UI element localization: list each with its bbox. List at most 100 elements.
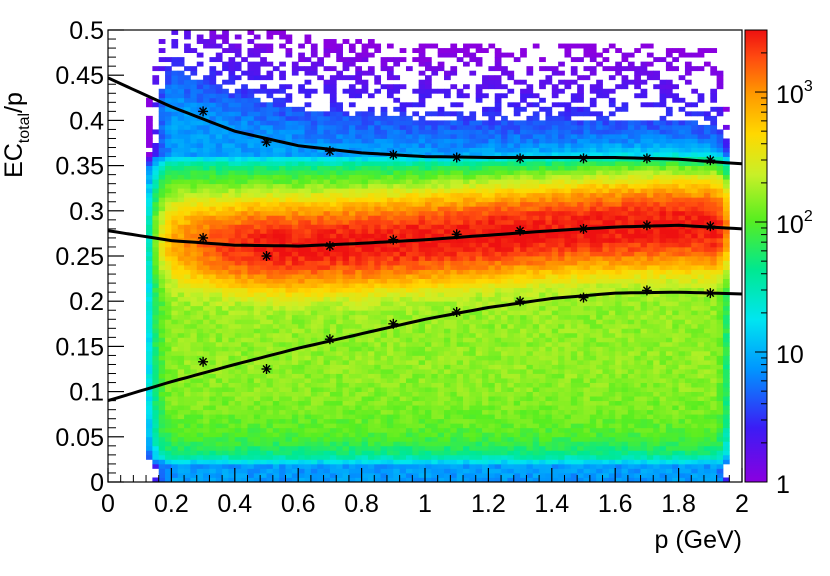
heatmap-cell	[203, 296, 210, 302]
heatmap-cell	[215, 274, 223, 279]
heatmap-cell	[209, 265, 217, 270]
heatmap-cell	[374, 468, 382, 474]
heatmap-cell	[241, 206, 248, 212]
heatmap-cell	[323, 405, 331, 411]
heatmap-cell	[291, 436, 299, 442]
heatmap-cell	[348, 188, 356, 194]
heatmap-cell	[418, 233, 426, 239]
heatmap-cell	[355, 364, 362, 370]
heatmap-cell	[146, 364, 153, 370]
heatmap-cell	[342, 197, 350, 203]
heatmap-cell	[329, 332, 337, 338]
heatmap-cell	[456, 359, 464, 365]
heatmap-cell	[405, 414, 413, 420]
heatmap-cell	[171, 197, 179, 203]
heatmap-cell	[196, 441, 204, 447]
heatmap-cell	[342, 251, 350, 257]
heatmap-cell	[304, 179, 312, 185]
heatmap-cell	[336, 274, 343, 279]
heatmap-cell	[177, 319, 185, 325]
heatmap-cell	[177, 161, 185, 166]
heatmap-cell	[253, 251, 261, 257]
heatmap-cell	[386, 84, 394, 90]
heatmap-cell	[158, 359, 166, 365]
heatmap-cell	[323, 296, 331, 302]
heatmap-cell	[329, 197, 337, 203]
heatmap-cell	[323, 378, 331, 383]
heatmap-cell	[348, 174, 356, 180]
heatmap-cell	[380, 450, 388, 456]
heatmap-cell	[234, 88, 242, 94]
heatmap-cell	[291, 373, 299, 379]
heatmap-cell	[272, 147, 280, 153]
heatmap-cell	[266, 396, 274, 402]
heatmap-cell	[494, 332, 502, 338]
heatmap-cell	[146, 341, 153, 347]
heatmap-cell	[177, 468, 185, 474]
heatmap-cell	[450, 274, 458, 279]
heatmap-cell	[469, 219, 477, 225]
heatmap-cell	[367, 346, 375, 352]
heatmap-cell	[209, 237, 217, 243]
heatmap-cell	[329, 355, 337, 361]
heatmap-cell	[285, 418, 293, 424]
heatmap-cell	[260, 120, 267, 126]
heatmap-cell	[469, 143, 477, 148]
heatmap-cell	[463, 265, 470, 270]
heatmap-cell	[228, 441, 236, 447]
heatmap-cell	[171, 183, 179, 189]
heatmap-cell	[266, 364, 274, 370]
heatmap-cell	[152, 274, 160, 279]
heatmap-cell	[234, 332, 242, 338]
heatmap-cell	[475, 355, 483, 361]
heatmap-cell	[209, 43, 217, 49]
heatmap-cell	[209, 192, 217, 198]
heatmap-cell	[158, 133, 166, 139]
heatmap-cell	[450, 133, 458, 139]
heatmap-cell	[393, 436, 401, 442]
heatmap-cell	[209, 427, 217, 433]
heatmap-cell	[196, 373, 204, 379]
heatmap-cell	[285, 84, 293, 90]
heatmap-cell	[260, 129, 267, 135]
heatmap-cell	[431, 409, 439, 415]
heatmap-cell	[247, 124, 255, 130]
heatmap-cell	[431, 468, 439, 474]
heatmap-cell	[380, 292, 388, 298]
heatmap-cell	[285, 93, 293, 99]
heatmap-cell	[336, 237, 343, 243]
heatmap-cell	[361, 296, 369, 302]
heatmap-cell	[228, 246, 236, 252]
heatmap-cell	[355, 170, 362, 176]
heatmap-cell	[234, 310, 242, 316]
heatmap-cell	[329, 215, 337, 221]
heatmap-cell	[146, 274, 153, 279]
heatmap-cell	[329, 111, 337, 117]
heatmap-cell	[494, 287, 502, 293]
heatmap-cell	[431, 210, 439, 216]
heatmap-cell	[209, 88, 217, 94]
heatmap-cell	[304, 138, 312, 144]
heatmap-cell	[418, 120, 426, 126]
heatmap-cell	[222, 269, 229, 275]
heatmap-cell	[247, 39, 255, 44]
heatmap-cell	[272, 463, 280, 469]
heatmap-cell	[355, 319, 362, 325]
heatmap-cell	[336, 43, 343, 49]
heatmap-cell	[463, 228, 470, 234]
heatmap-cell	[228, 310, 236, 316]
heatmap-cell	[488, 188, 496, 194]
heatmap-cell	[190, 400, 198, 406]
heatmap-cell	[494, 472, 502, 478]
heatmap-cell	[437, 391, 445, 397]
heatmap-cell	[266, 454, 274, 460]
heatmap-cell	[291, 61, 299, 67]
heatmap-cell	[437, 337, 445, 343]
heatmap-cell	[272, 355, 280, 361]
heatmap-cell	[482, 332, 489, 338]
heatmap-cell	[209, 233, 217, 239]
heatmap-cell	[203, 170, 210, 176]
heatmap-cell	[177, 278, 185, 284]
heatmap-cell	[152, 147, 160, 153]
heatmap-cell	[228, 278, 236, 284]
